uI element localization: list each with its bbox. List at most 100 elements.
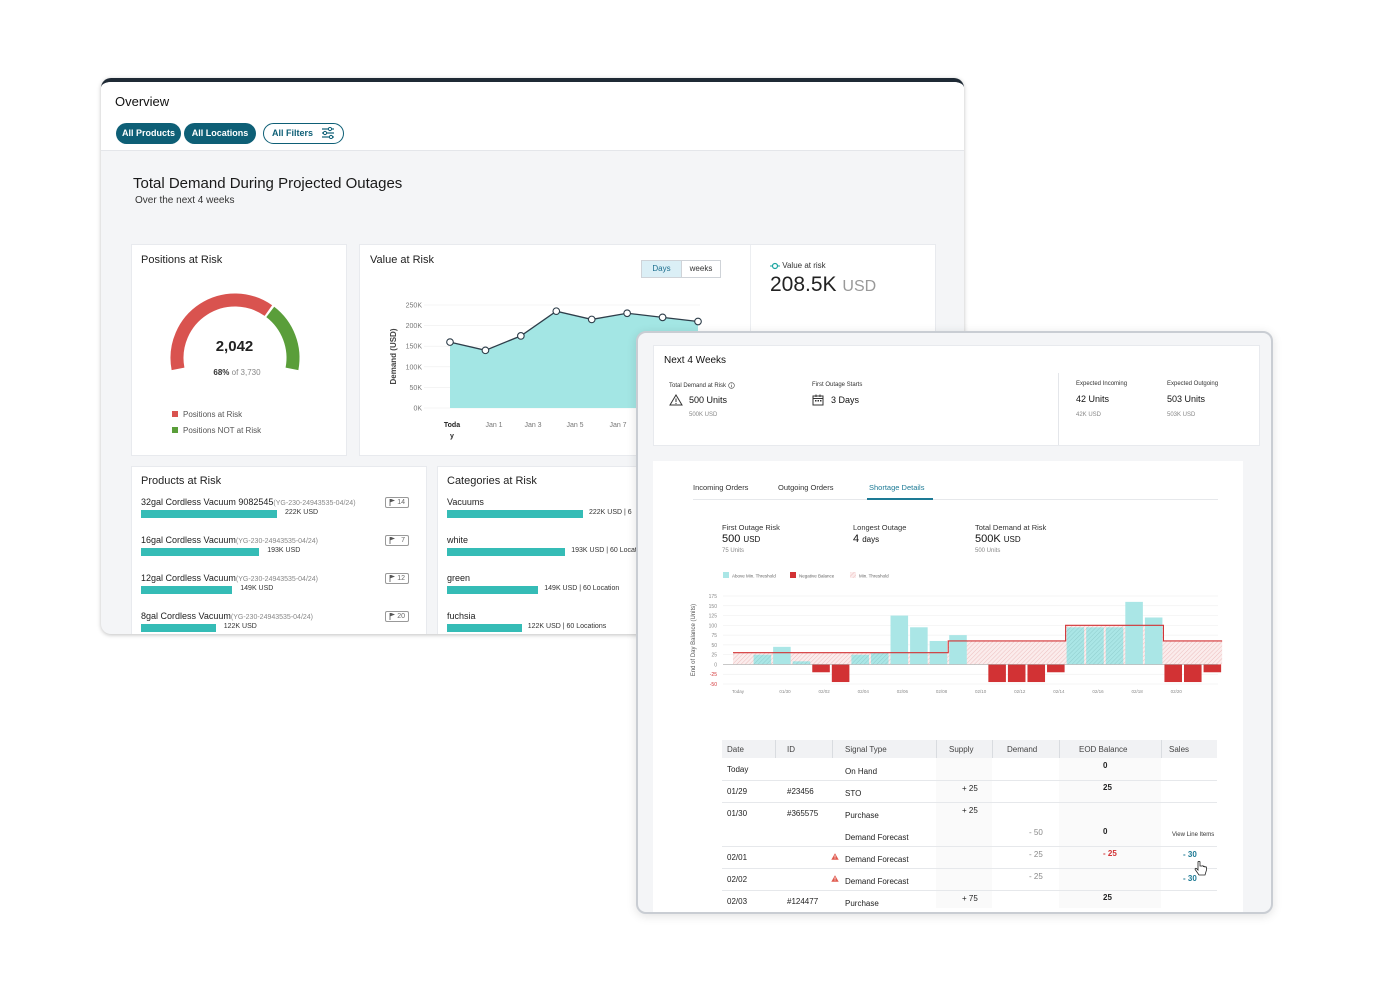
balance-bar (851, 654, 869, 665)
balance-bar (1066, 627, 1085, 665)
value-at-risk-title: Value at Risk (370, 254, 434, 266)
table-header-cell: Signal Type (845, 745, 887, 754)
stat-total-demand-label: Total Demand at Risk (975, 523, 1047, 532)
days-toggle-button[interactable]: Days (642, 261, 682, 277)
legend-label-risk: Positions at Risk (183, 410, 243, 419)
x-tick-label: 02/12 (1014, 689, 1026, 694)
y-tick-label: 75 (711, 633, 717, 639)
table-cell-date: 01/30 (727, 809, 748, 818)
product-flag-badge: 7 (385, 535, 409, 546)
eod-column-shade (1059, 758, 1161, 908)
shortage-panel: Incoming Orders Outgoing Orders Shortage… (653, 461, 1243, 912)
positions-title: Positions at Risk (141, 254, 223, 266)
table-row (722, 825, 1217, 847)
sales-value-link[interactable]: - 30 (1183, 850, 1197, 859)
x-tick-label: 02/08 (936, 689, 948, 694)
legend-swatch-not-risk (172, 427, 178, 433)
positions-percent: 68% of 3,730 (132, 368, 342, 377)
stat-total-demand-value: 500K USD (975, 533, 1021, 545)
all-locations-filter[interactable]: All Locations (184, 123, 256, 144)
stat-first-outage-label: First Outage Risk (722, 523, 780, 532)
x-tick-label: 02/18 (1131, 689, 1143, 694)
overview-header: Overview All Products All Locations All … (101, 82, 964, 151)
product-flag-count: 14 (397, 499, 405, 506)
positions-gauge (170, 293, 300, 371)
table-cell-eod: 25 (1103, 893, 1112, 902)
details-header-card: Next 4 Weeks Total Demand at Risk 500 Un… (653, 345, 1260, 446)
value-risk-icon (770, 262, 780, 269)
table-cell-id: #23456 (787, 787, 814, 796)
tab-incoming-orders[interactable]: Incoming Orders (693, 483, 749, 492)
category-value: 122K USD | 60 Locations (527, 623, 607, 630)
flag-icon (389, 575, 395, 582)
data-point (623, 309, 631, 318)
table-cell-demand: - 25 (1029, 850, 1043, 859)
product-bar (141, 586, 233, 594)
products-title: Products at Risk (141, 475, 222, 487)
legend-positions-at-risk: Positions at Risk (172, 410, 242, 419)
table-cell-signal: Demand Forecast (845, 877, 909, 886)
page-title: Overview (115, 94, 170, 109)
y-tick-label: 50K (410, 385, 423, 392)
product-name: 16gal Cordless Vacuum (141, 535, 236, 545)
all-filters-button[interactable]: All Filters (263, 123, 344, 144)
balance-bar (792, 661, 811, 665)
warning-icon (669, 394, 683, 406)
warning-triangle-icon (831, 853, 839, 860)
product-bar (141, 548, 260, 556)
x-tick-label: Jan 1 (485, 422, 502, 429)
all-products-filter[interactable]: All Products (116, 123, 181, 144)
table-header-cell: Date (727, 745, 744, 754)
sales-value-link[interactable]: - 30 (1183, 874, 1197, 883)
product-flag-badge: 14 (385, 497, 409, 508)
y-tick-label: 250K (406, 303, 423, 310)
stat-first-outage-unit: USD (743, 535, 761, 544)
view-line-items-link[interactable]: View Line Items (1172, 832, 1215, 838)
table-header-cell: Sales (1169, 745, 1190, 754)
kpi-separator (1058, 373, 1059, 445)
positions-at-risk-card: Positions at Risk 2,042 68% of 3,730 Pos… (131, 244, 347, 456)
balance-bar (1203, 664, 1222, 673)
kpi-value-number: 208.5K (770, 273, 837, 296)
product-value: 222K USD (285, 509, 319, 516)
stat-longest-number: 4 (853, 533, 860, 545)
category-bar (447, 624, 522, 632)
table-cell-eod: 0 (1103, 827, 1108, 836)
balance-bar (1164, 664, 1182, 683)
weeks-toggle-button[interactable]: weeks (689, 264, 713, 273)
table-cell-date: 02/02 (727, 875, 748, 884)
kpi-incoming-sub: 42K USD (1076, 412, 1102, 418)
balance-bar (890, 615, 909, 665)
category-value: 193K USD | 60 Locat (571, 547, 637, 554)
y-tick-label: 25 (711, 653, 717, 659)
x-tick-label: 02/14 (1053, 689, 1065, 694)
section-subtitle: Over the next 4 weeks (135, 195, 235, 206)
table-cell-eod: 25 (1103, 783, 1112, 792)
balance-bar (1125, 601, 1143, 665)
table-cell-eod: - 25 (1103, 849, 1117, 858)
product-flag-badge: 20 (385, 611, 409, 622)
y-axis-label: End of Day Balance (Units) (691, 604, 697, 676)
y-tick-label: 50 (711, 643, 717, 649)
table-cell-eod: 0 (1103, 761, 1108, 770)
kpi-outgoing-sub: 503K USD (1167, 412, 1196, 418)
table-cell-date: Today (727, 765, 749, 774)
kpi-incoming-label: Expected Incoming (1076, 381, 1128, 387)
balance-bar (988, 664, 1006, 683)
table-cell-date: 01/29 (727, 787, 748, 796)
info-icon (727, 382, 735, 389)
product-flag-count: 7 (401, 537, 405, 544)
kpi-outgoing-value: 503 Units (1167, 394, 1206, 404)
table-cell-supply: + 25 (962, 784, 978, 793)
legend-negative-balance: Negative Balance (799, 574, 835, 579)
stat-first-outage-value: 500 USD (722, 533, 760, 545)
data-point (658, 313, 667, 322)
tab-outgoing-orders[interactable]: Outgoing Orders (778, 483, 834, 492)
product-name-row: 32gal Cordless Vacuum 9082545(YG-230-249… (141, 497, 356, 507)
data-point (517, 332, 525, 340)
tab-shortage-details[interactable]: Shortage Details (869, 483, 925, 492)
balance-bar (949, 635, 967, 665)
legend-positions-not-at-risk: Positions NOT at Risk (172, 426, 261, 435)
x-tick-label: 02/06 (897, 689, 909, 694)
x-tick-label: 02/04 (858, 689, 870, 694)
